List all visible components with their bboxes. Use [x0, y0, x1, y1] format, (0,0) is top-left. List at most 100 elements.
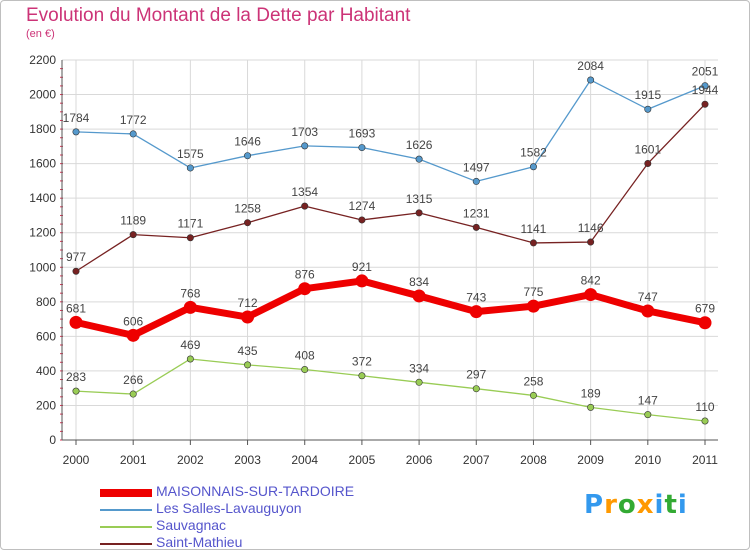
data-label: 747	[638, 290, 658, 304]
data-point	[129, 130, 137, 138]
x-tick-label: 2005	[349, 453, 376, 467]
data-label: 1693	[349, 127, 376, 141]
data-point	[129, 231, 137, 239]
x-tick-label: 2000	[63, 453, 90, 467]
data-label: 842	[581, 274, 601, 288]
data-label: 189	[581, 386, 601, 400]
data-label: 110	[695, 400, 714, 414]
data-label: 258	[523, 374, 543, 388]
data-label: 1601	[634, 142, 661, 156]
data-point	[701, 82, 709, 90]
chart-title: Evolution du Montant de la Dette par Hab…	[26, 5, 411, 26]
series-line	[75, 277, 706, 339]
y-tick-label: 2000	[29, 88, 56, 102]
data-label: 921	[352, 260, 372, 274]
data-point	[472, 385, 480, 393]
logo-letter: P	[584, 490, 605, 520]
legend-label: Sauvagnac	[156, 517, 227, 533]
data-point	[587, 238, 595, 246]
data-point	[183, 300, 197, 314]
data-point	[72, 387, 80, 395]
y-tick-label: 2200	[29, 53, 56, 67]
data-label: 681	[66, 301, 86, 315]
data-point	[301, 142, 309, 150]
data-point	[469, 305, 483, 319]
data-label: 2051	[692, 65, 719, 79]
x-tick-label: 2003	[234, 453, 261, 467]
data-label: 1915	[634, 88, 661, 102]
data-point	[526, 299, 540, 313]
data-point	[641, 304, 655, 318]
x-tick-label: 2010	[634, 453, 661, 467]
data-label: 1274	[349, 199, 376, 213]
line-chart: 0 200 400 600 800 1000 1200 1400 1600 1800 2000 220…	[29, 53, 719, 467]
data-label: 1146	[578, 221, 604, 235]
data-point	[412, 289, 426, 303]
data-label: 1231	[463, 206, 490, 220]
data-label: 977	[66, 250, 86, 264]
x-tick-label: 2004	[291, 453, 318, 467]
y-tick-label: 1400	[29, 191, 56, 205]
data-label: 1497	[463, 160, 490, 174]
data-point	[129, 390, 137, 398]
proxiti-logo: Proxiti	[584, 490, 688, 520]
grid	[62, 59, 718, 440]
data-point	[698, 316, 712, 330]
data-point	[358, 216, 366, 224]
x-tick-label: 2007	[463, 453, 490, 467]
logo-letter: i	[677, 490, 688, 520]
legend-label: Saint-Mathieu	[156, 534, 243, 550]
data-label: 334	[409, 361, 429, 375]
data-label: 1141	[521, 222, 547, 236]
series-line	[75, 79, 706, 183]
logo-letter: t	[664, 490, 678, 520]
data-point	[584, 288, 598, 302]
x-tick-label: 2001	[120, 453, 147, 467]
x-tick-label: 2009	[577, 453, 604, 467]
data-label: 2084	[577, 59, 604, 73]
axes: 0 200 400 600 800 1000 1200 1400 1600 1800 2000 220…	[29, 53, 718, 467]
data-label: 1582	[520, 146, 547, 160]
data-point	[644, 105, 652, 113]
data-labels: 1784 1772 1575 1646 1703 1693 1626 1497 1582 2084…	[63, 59, 719, 414]
data-label: 743	[466, 291, 486, 305]
data-label: 1944	[692, 83, 719, 97]
data-point	[72, 128, 80, 136]
legend-swatch	[100, 509, 152, 511]
data-point	[186, 355, 194, 363]
data-point	[244, 361, 252, 369]
data-point	[644, 411, 652, 419]
data-label: 679	[695, 302, 715, 316]
data-label: 435	[238, 344, 258, 358]
data-label: 775	[523, 285, 543, 299]
data-label: 1315	[406, 192, 433, 206]
data-point	[358, 144, 366, 152]
data-label: 469	[180, 338, 200, 352]
x-tick-label: 2008	[520, 453, 547, 467]
data-point	[241, 310, 255, 324]
data-point	[298, 282, 312, 296]
legend-label: MAISONNAIS-SUR-TARDOIRE	[156, 483, 355, 499]
y-tick-label: 1600	[29, 157, 56, 171]
data-label: 1626	[406, 138, 433, 152]
data-point	[701, 100, 709, 108]
data-label: 834	[409, 275, 429, 289]
data-point	[244, 152, 252, 160]
legend-label: Les Salles-Lavauguyon	[156, 500, 302, 516]
data-point	[126, 328, 140, 342]
data-label: 1189	[120, 214, 146, 228]
data-point	[355, 274, 369, 288]
data-label: 408	[295, 349, 315, 363]
logo-letter: r	[604, 490, 618, 520]
data-point	[529, 391, 537, 399]
data-point	[529, 163, 537, 171]
data-point	[644, 159, 652, 167]
y-tick-label: 1800	[29, 122, 56, 136]
logo-letter: i	[654, 490, 665, 520]
data-label: 1646	[234, 135, 261, 149]
data-point	[186, 234, 194, 242]
data-point	[186, 164, 194, 172]
data-point	[301, 366, 309, 374]
data-point	[587, 403, 595, 411]
